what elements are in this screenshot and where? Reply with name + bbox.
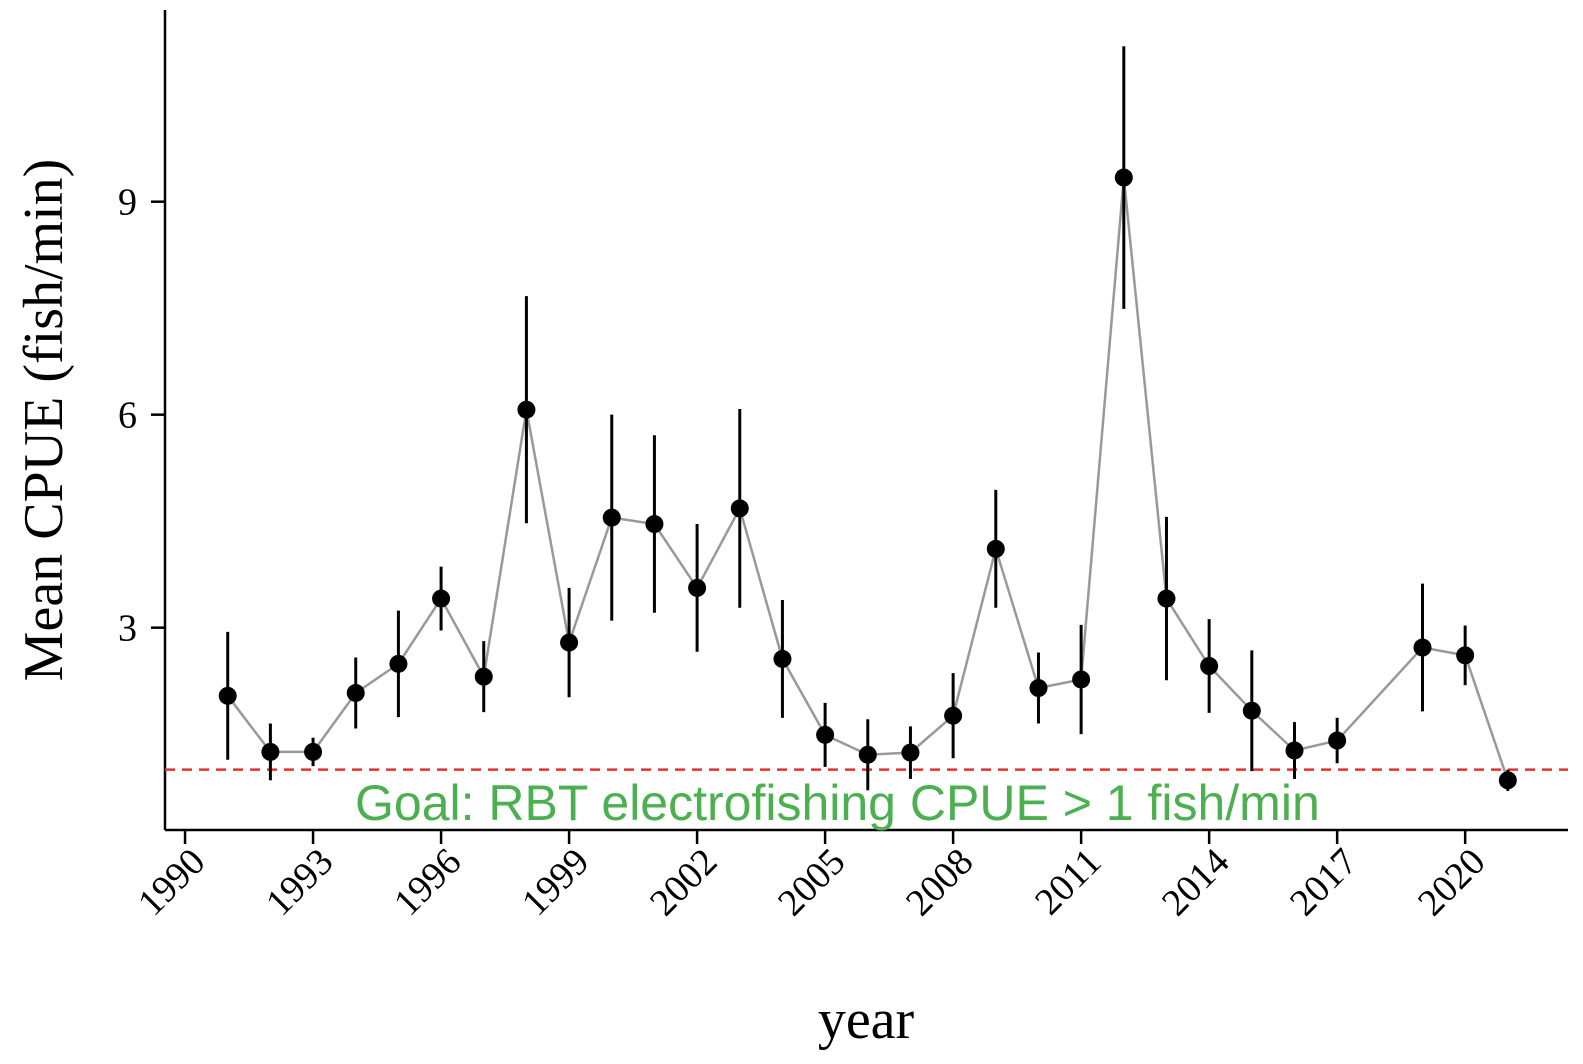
y-tick-label: 9 [118, 182, 137, 224]
y-axis-label: Mean CPUE (fish/min) [13, 159, 75, 682]
data-point [389, 654, 408, 673]
data-point [858, 745, 877, 764]
data-point [474, 667, 493, 686]
y-tick-label: 6 [118, 395, 137, 437]
data-point [1072, 670, 1091, 689]
x-tick-label: 2002 [642, 841, 725, 924]
data-point [688, 578, 707, 597]
data-point [1498, 771, 1517, 790]
data-point [1413, 638, 1432, 657]
x-tick-label: 1993 [258, 841, 341, 924]
x-tick-label: 2020 [1410, 841, 1493, 924]
x-tick-label: 1990 [130, 841, 213, 924]
data-point [602, 508, 621, 527]
data-point [816, 725, 835, 744]
data-point [1328, 731, 1347, 750]
data-point [304, 742, 323, 761]
x-tick-label: 2005 [770, 841, 853, 924]
data-point [1242, 701, 1261, 720]
data-point [773, 649, 792, 668]
data-point [218, 686, 237, 705]
x-tick-label: 2014 [1154, 841, 1237, 924]
data-point [1114, 168, 1133, 187]
data-point [730, 499, 749, 518]
data-point [1029, 679, 1048, 698]
data-point [1285, 741, 1304, 760]
data-line [226, 177, 1510, 781]
x-tick-label: 1996 [386, 841, 469, 924]
y-tick-label: 3 [118, 608, 137, 650]
data-point [645, 515, 664, 534]
data-point [901, 743, 920, 762]
data-point [346, 683, 365, 702]
data-point [432, 589, 451, 608]
x-tick-label: 2011 [1027, 841, 1109, 923]
data-point [517, 400, 536, 419]
x-tick-label: 2017 [1282, 841, 1365, 924]
data-point [1200, 657, 1219, 675]
x-tick-label: 2008 [898, 841, 981, 924]
data-point [986, 539, 1005, 558]
data-point [1157, 589, 1176, 608]
data-point [1456, 646, 1475, 665]
data-point [261, 742, 280, 761]
x-axis-label: year [818, 989, 915, 1051]
x-tick-label: 1999 [514, 841, 597, 924]
data-point [944, 706, 963, 725]
data-point [560, 633, 579, 652]
goal-label: Goal: RBT electrofishing CPUE > 1 fish/m… [355, 775, 1320, 831]
